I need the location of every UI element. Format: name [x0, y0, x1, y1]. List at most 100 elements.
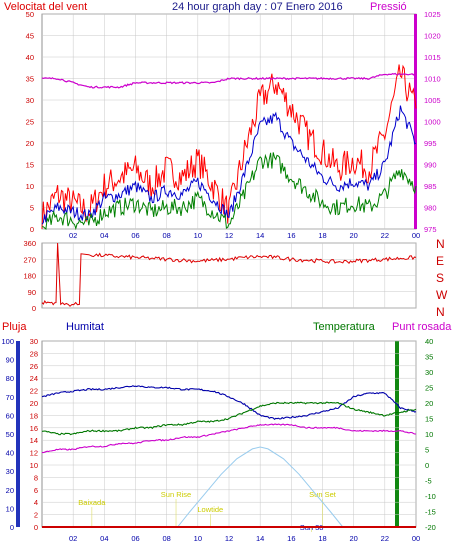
pressure-tick-label: 990 — [424, 161, 437, 170]
pressure-axis-ticks: 975 980 985 990 995 1000 1005 1010 1015 1020 1025 — [414, 10, 441, 234]
rain-tick-label: 8 — [34, 473, 38, 482]
wind-min-line — [42, 152, 417, 231]
rain-tick-label: 6 — [34, 486, 38, 495]
temperature-tick-label: 40 — [425, 337, 433, 346]
wind-speed-tick-label: 0 — [30, 225, 34, 234]
wind-avg-line — [41, 105, 417, 225]
weather-x-tick-label: 00 — [412, 534, 420, 543]
weather-x-tick-label: 02 — [69, 534, 77, 543]
solar-curve — [177, 446, 344, 528]
pressure-tick-label: 1015 — [424, 53, 441, 62]
wind-speed-tick-label: 25 — [26, 118, 34, 127]
weather-x-tick-label: 04 — [100, 534, 108, 543]
direction-tick-label: 90 — [28, 288, 36, 297]
compass-letter: N — [436, 237, 445, 251]
humidity-tick-label: 40 — [6, 449, 14, 458]
rain-tick-label: 4 — [34, 498, 38, 507]
weather-x-tick-label: 18 — [318, 534, 326, 543]
pressure-tick-label: 985 — [424, 182, 437, 191]
humidity-tick-label: 70 — [6, 393, 14, 402]
wind-speed-axis-ticks: 0 5 10 15 20 25 30 35 40 45 50 — [26, 10, 34, 234]
wind-series — [41, 64, 417, 231]
rain-tick-label: 2 — [34, 511, 38, 520]
temperature-label: Temperatura — [313, 321, 376, 333]
compass-letter: S — [436, 271, 444, 285]
rain-tick-label: 16 — [30, 424, 38, 433]
temperature-tick-label: 25 — [425, 384, 433, 393]
wind-speed-tick-label: 35 — [26, 75, 34, 84]
temperature-tick-label: 15 — [425, 415, 433, 424]
rain-tick-label: 30 — [30, 337, 38, 346]
wind-x-tick-label: 06 — [131, 231, 139, 240]
direction-tick-label: 180 — [23, 272, 36, 281]
wind-x-tick-label: 02 — [69, 231, 77, 240]
humidity-label: Humitat — [66, 321, 104, 333]
pressure-tick-label: 980 — [424, 204, 437, 213]
wind-x-tick-label: 04 — [100, 231, 108, 240]
direction-axis-ticks: 0 90 180 270 360 — [23, 239, 36, 313]
weather-x-tick-label: 06 — [131, 534, 139, 543]
rain-tick-label: 12 — [30, 449, 38, 458]
wind-x-tick-label: 10 — [194, 231, 202, 240]
temperature-line — [41, 401, 417, 436]
humidity-line — [41, 385, 417, 421]
humidity-tick-label: 20 — [6, 486, 14, 495]
rain-tick-label: 20 — [30, 399, 38, 408]
pressure-tick-label: 1010 — [424, 75, 441, 84]
humidity-tick-label: 30 — [6, 467, 14, 476]
temperature-axis-bar — [395, 341, 399, 527]
wind-speed-tick-label: 45 — [26, 32, 34, 41]
temperature-tick-label: 5 — [425, 446, 429, 455]
wind-x-tick-label: 20 — [349, 231, 357, 240]
compass-letter: W — [436, 288, 448, 302]
temperature-tick-label: -15 — [425, 508, 436, 517]
weather-x-tick-label: 08 — [162, 534, 170, 543]
humidity-tick-label: 10 — [6, 504, 14, 513]
wind-speed-tick-label: 50 — [26, 10, 34, 19]
wind-speed-tick-label: 10 — [26, 182, 34, 191]
humidity-tick-label: 50 — [6, 430, 14, 439]
wind-x-tick-label: 16 — [287, 231, 295, 240]
temperature-tick-label: 0 — [425, 461, 429, 470]
temperature-tick-label: -20 — [425, 523, 436, 532]
wind-direction-line — [41, 242, 417, 307]
wind-x-axis-ticks: 02 04 06 08 10 12 14 16 18 20 22 00 — [69, 231, 420, 240]
temperature-tick-label: 20 — [425, 399, 433, 408]
pressure-tick-label: 1020 — [424, 32, 441, 41]
humidity-tick-label: 60 — [6, 411, 14, 420]
wind-x-tick-label: 12 — [225, 231, 233, 240]
wind-x-tick-label: 08 — [162, 231, 170, 240]
wind-grid — [42, 13, 417, 230]
dewpoint-line — [41, 423, 416, 454]
temperature-axis-ticks: -20 -15 -10 -5 0 5 10 15 20 25 30 35 40 — [425, 337, 436, 532]
weather-x-tick-label: 20 — [349, 534, 357, 543]
pressure-line — [41, 72, 417, 89]
direction-tick-label: 0 — [32, 304, 36, 313]
wind-x-tick-label: 22 — [381, 231, 389, 240]
rain-label: Pluja — [2, 321, 27, 333]
rain-tick-label: 10 — [30, 461, 38, 470]
graph-title: 24 hour graph day : 07 Enero 2016 — [172, 1, 343, 13]
rain-tick-label: 18 — [30, 411, 38, 420]
wind-speed-tick-label: 40 — [26, 53, 34, 62]
humidity-tick-label: 90 — [6, 356, 14, 365]
wind-x-tick-label: 18 — [318, 231, 326, 240]
humidity-tick-label: 0 — [10, 523, 14, 532]
pressure-tick-label: 1025 — [424, 10, 441, 19]
event-label: Sun Rise — [161, 490, 191, 499]
humidity-axis-ticks: 0 10 20 30 40 50 60 70 80 90 100 — [1, 337, 14, 532]
rain-tick-label: 26 — [30, 362, 38, 371]
event-label: Lowtide — [197, 505, 223, 514]
temperature-tick-label: 10 — [425, 430, 433, 439]
event-label: Baixada — [78, 498, 106, 507]
direction-series — [41, 242, 417, 307]
weather-x-tick-label: 22 — [381, 534, 389, 543]
pressure-tick-label: 1005 — [424, 96, 441, 105]
pressure-tick-label: 975 — [424, 225, 437, 234]
dewpoint-label: Punt rosada — [392, 321, 452, 333]
weather-x-tick-label: 12 — [225, 534, 233, 543]
